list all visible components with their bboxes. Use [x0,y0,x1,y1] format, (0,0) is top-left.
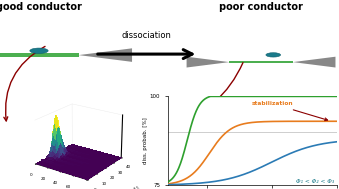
Y-axis label: position[Å]: position[Å] [116,185,141,189]
Text: dissociation: dissociation [122,31,172,40]
Polygon shape [79,48,132,62]
Polygon shape [293,57,336,67]
Y-axis label: diss. probab. [%]: diss. probab. [%] [143,117,148,164]
Text: Φ₁ < Φ₂ < Φ₃: Φ₁ < Φ₂ < Φ₃ [296,179,334,184]
Bar [229,61,293,63]
Circle shape [30,48,48,53]
Bar [0,53,79,57]
Circle shape [266,53,281,57]
Text: stabilization: stabilization [252,101,327,121]
Text: poor conductor: poor conductor [219,2,303,12]
Polygon shape [186,57,229,67]
Text: good conductor: good conductor [0,2,82,12]
